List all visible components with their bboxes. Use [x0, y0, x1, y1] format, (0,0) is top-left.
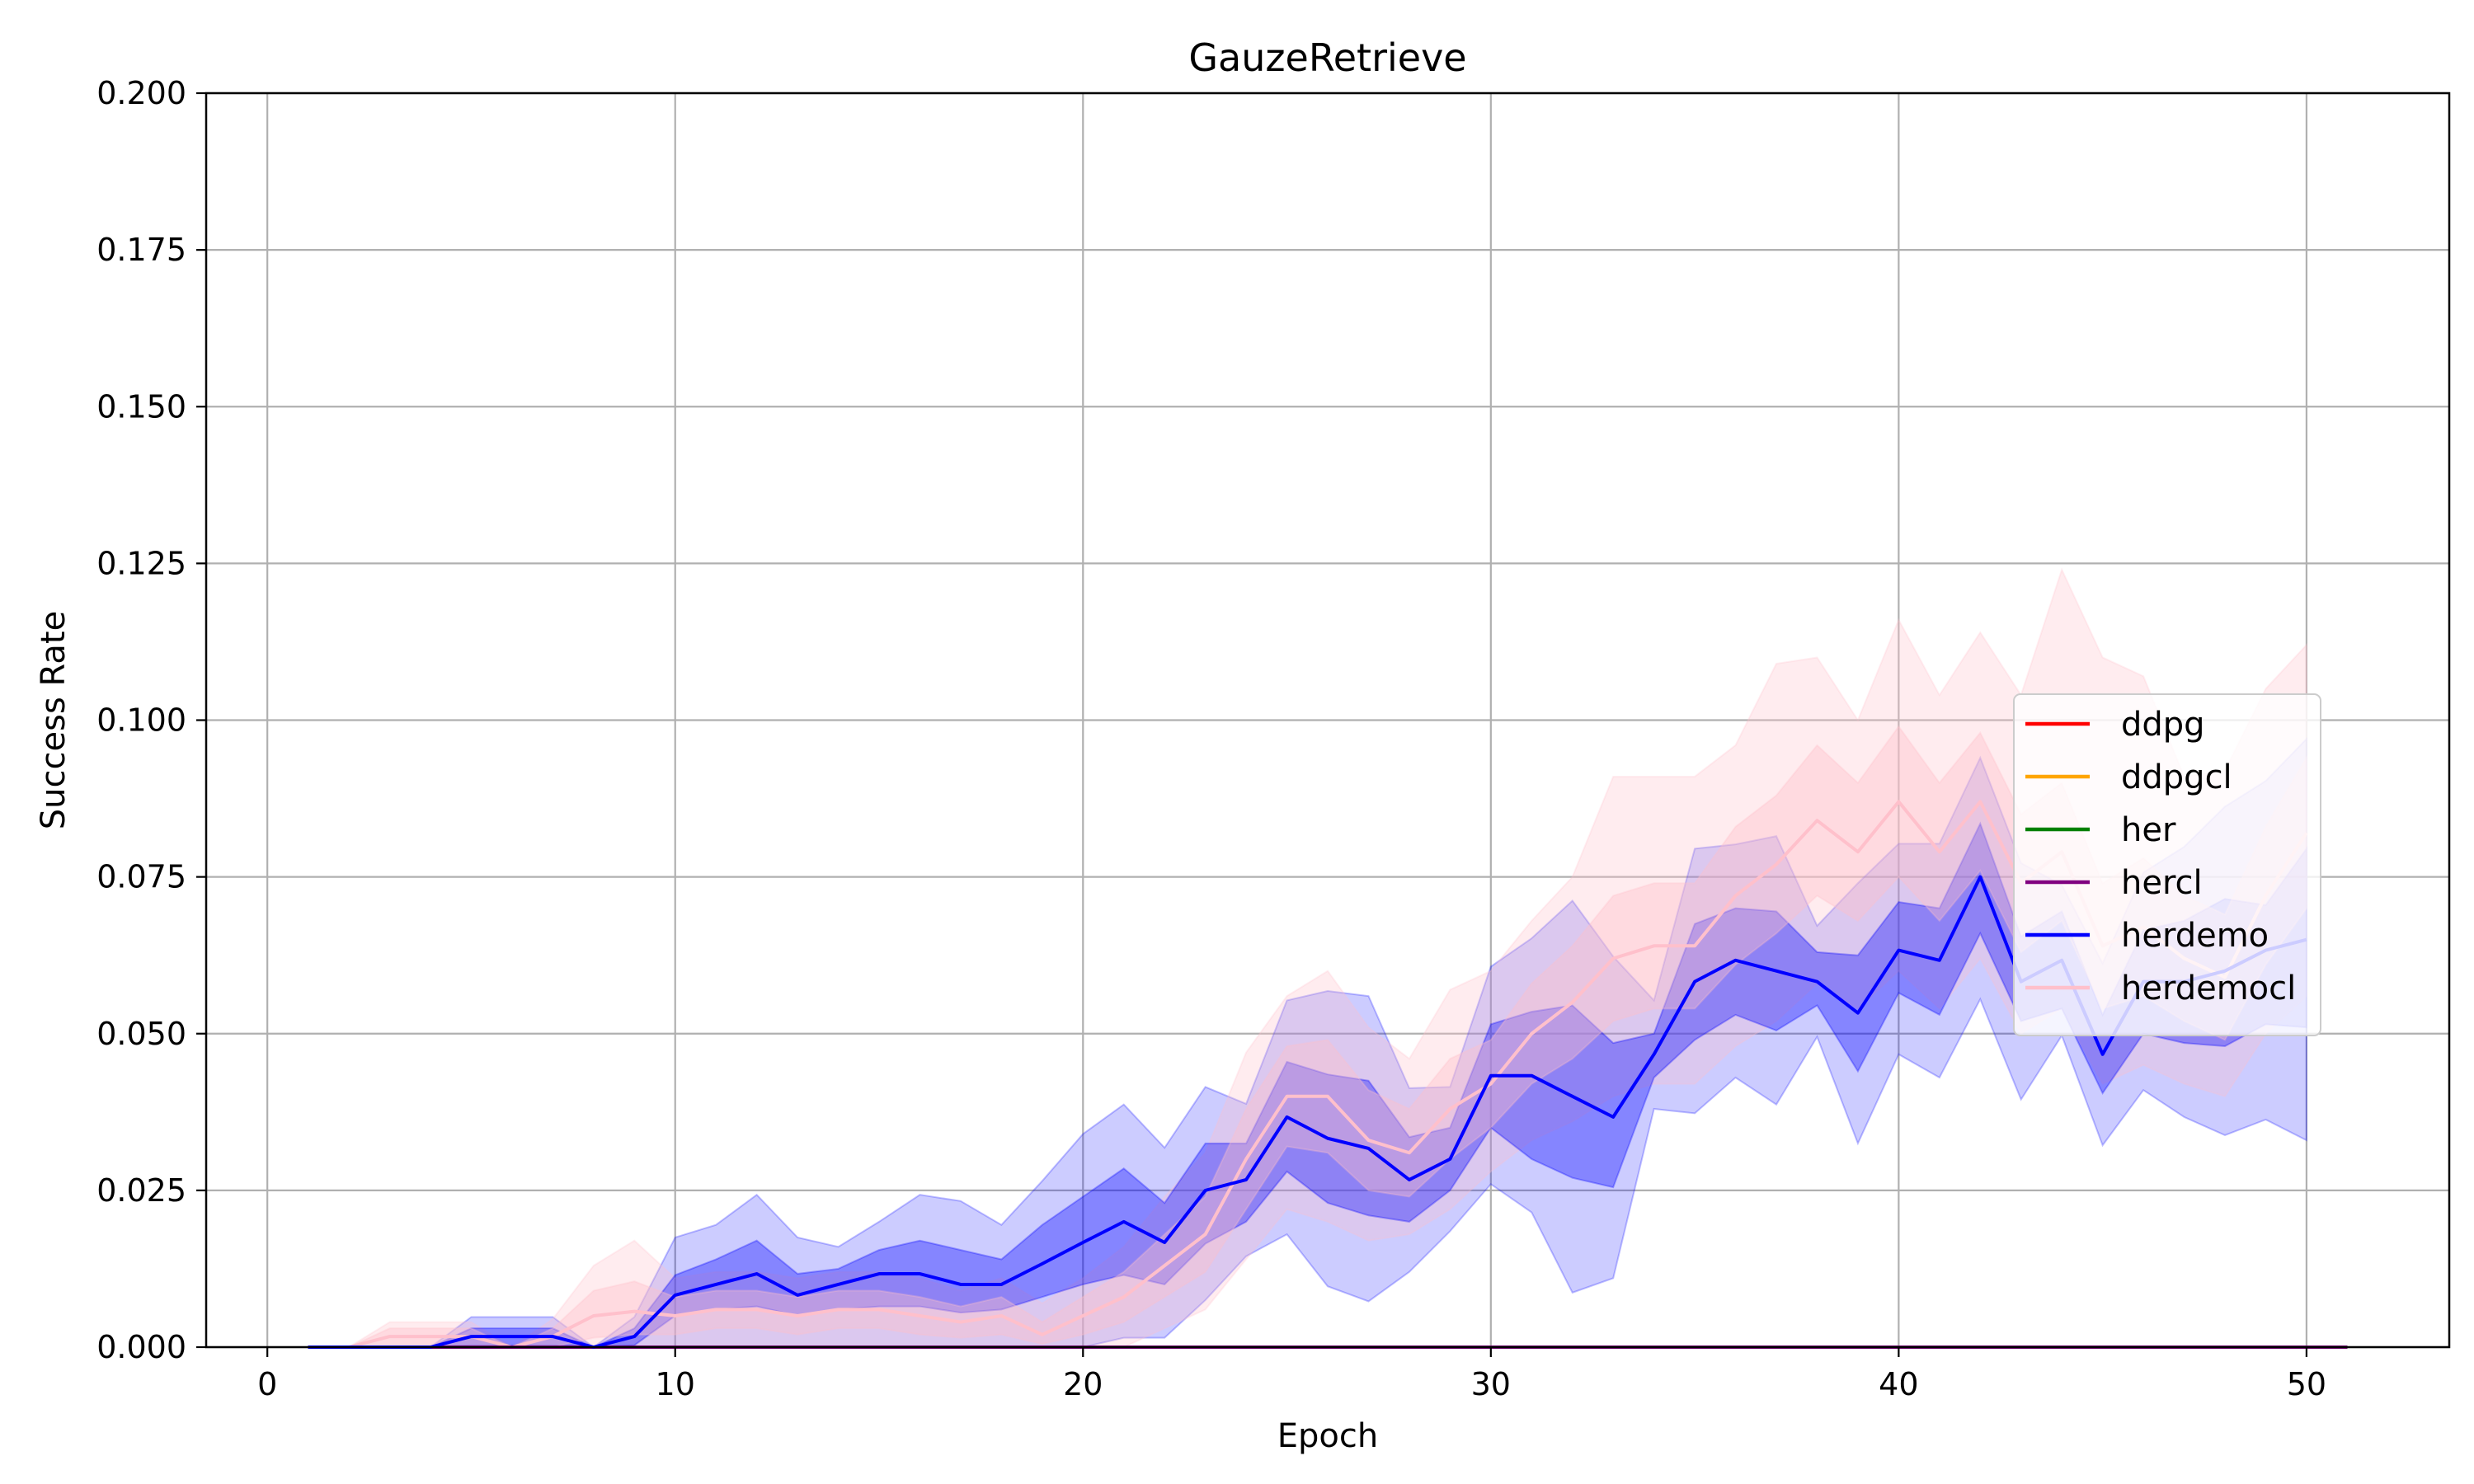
legend-label-ddpg: ddpg	[2121, 706, 2205, 744]
legend-label-herdemo: herdemo	[2121, 917, 2269, 955]
x-tick-label: 0	[257, 1366, 277, 1402]
legend-label-ddpgcl: ddpgcl	[2121, 758, 2232, 796]
x-axis-ticks: 0 10 20 30 40 50	[257, 1347, 2326, 1402]
y-axis-label: Success Rate	[35, 611, 73, 829]
y-tick-label: 0.175	[96, 232, 186, 268]
y-tick-label: 0.075	[96, 859, 186, 895]
legend-label-hercl: hercl	[2121, 864, 2203, 902]
y-tick-label: 0.200	[96, 75, 186, 111]
y-tick-label: 0.100	[96, 702, 186, 739]
y-tick-label: 0.125	[96, 545, 186, 581]
series-line-herdemo	[308, 875, 2307, 1349]
x-tick-label: 20	[1063, 1366, 1103, 1402]
x-tick-label: 40	[1879, 1366, 1918, 1402]
x-tick-label: 50	[2287, 1366, 2326, 1402]
x-axis-label: Epoch	[1277, 1417, 1378, 1455]
legend-label-herdemocl: herdemocl	[2121, 970, 2296, 1007]
legend-label-her: her	[2121, 811, 2176, 849]
legend-box	[2013, 693, 2321, 1036]
chart-title: GauzeRetrieve	[1188, 35, 1466, 80]
y-axis-ticks: 0.000 0.025 0.050 0.075 0.100 0.125 0.150 0.175…	[96, 75, 206, 1365]
legend: ddpg ddpgcl her hercl herdemo herdemocl	[2013, 693, 2321, 1036]
y-tick-label: 0.025	[96, 1172, 186, 1209]
series-line-herdemocl	[308, 800, 2308, 1349]
y-tick-label: 0.150	[96, 388, 186, 425]
x-tick-label: 30	[1471, 1366, 1511, 1402]
x-tick-label: 10	[656, 1366, 695, 1402]
y-tick-label: 0.000	[96, 1329, 186, 1365]
y-tick-label: 0.050	[96, 1016, 186, 1052]
